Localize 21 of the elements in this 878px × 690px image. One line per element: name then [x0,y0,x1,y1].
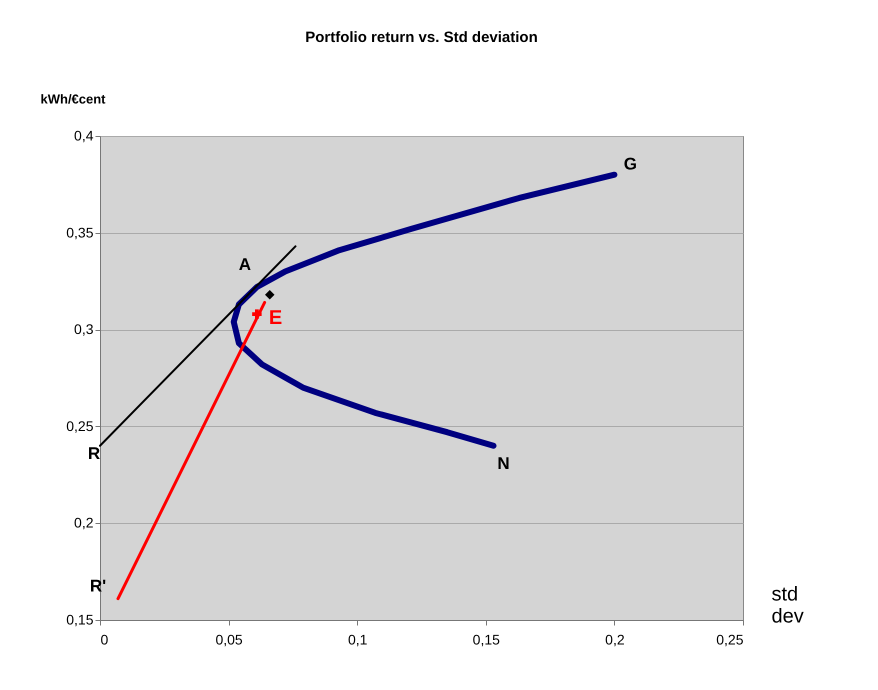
y-axis-title: kWh/€cent [40,92,106,106]
y-tick-label: 0,15 [66,612,94,628]
series-label: E [268,307,282,330]
x-tick-label: 0,05 [215,632,243,648]
annotation: R' [90,576,106,596]
x-tick-label: 0,25 [716,632,744,648]
annotation: N [497,454,510,473]
chart-title: Portfolio return vs. Std deviation [305,29,538,46]
x-tick-label: 0,2 [605,632,625,648]
y-tick-label: 0,3 [74,321,94,338]
annotation: G [624,154,638,174]
x-tick-label: 0 [100,632,108,648]
y-tick-label: 0,35 [66,224,94,240]
annotation: A [238,255,252,274]
x-tick-label: 0,15 [472,632,500,648]
y-tick-label: 0,25 [66,418,94,434]
x-tick-label: 0,1 [348,632,368,648]
annotation: R [88,444,100,463]
y-tick-label: 0,4 [74,128,94,144]
x-axis-title: std dev [772,584,804,628]
y-tick-label: 0,2 [74,514,94,531]
